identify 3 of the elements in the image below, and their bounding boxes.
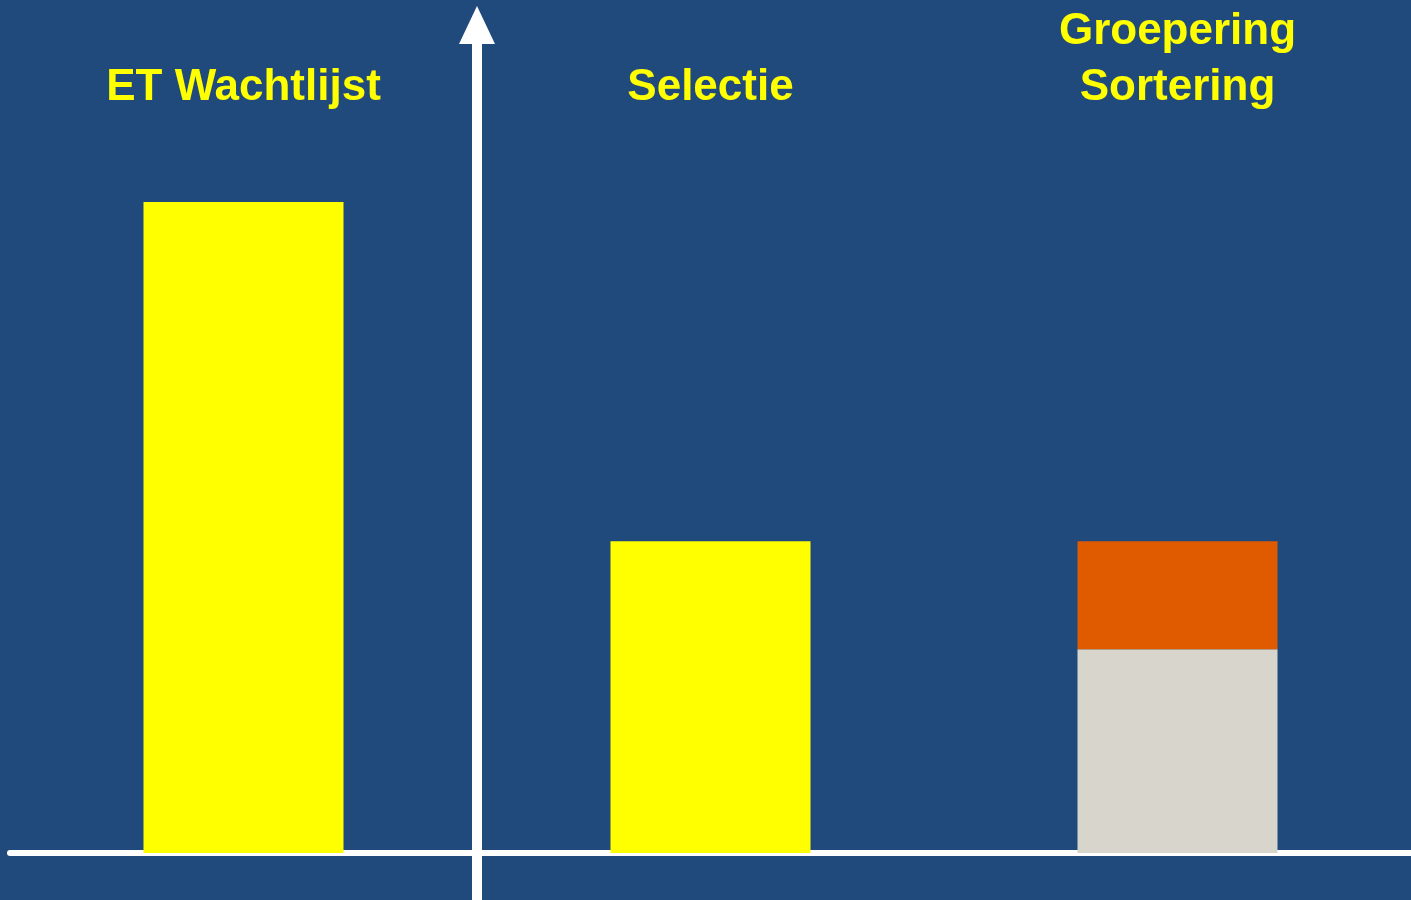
x-tick-label: Selectie	[627, 59, 794, 109]
x-tick-label: Groepering Sortering	[1058, 3, 1297, 109]
x-tick-label: ET Wachtlijst	[106, 59, 382, 109]
